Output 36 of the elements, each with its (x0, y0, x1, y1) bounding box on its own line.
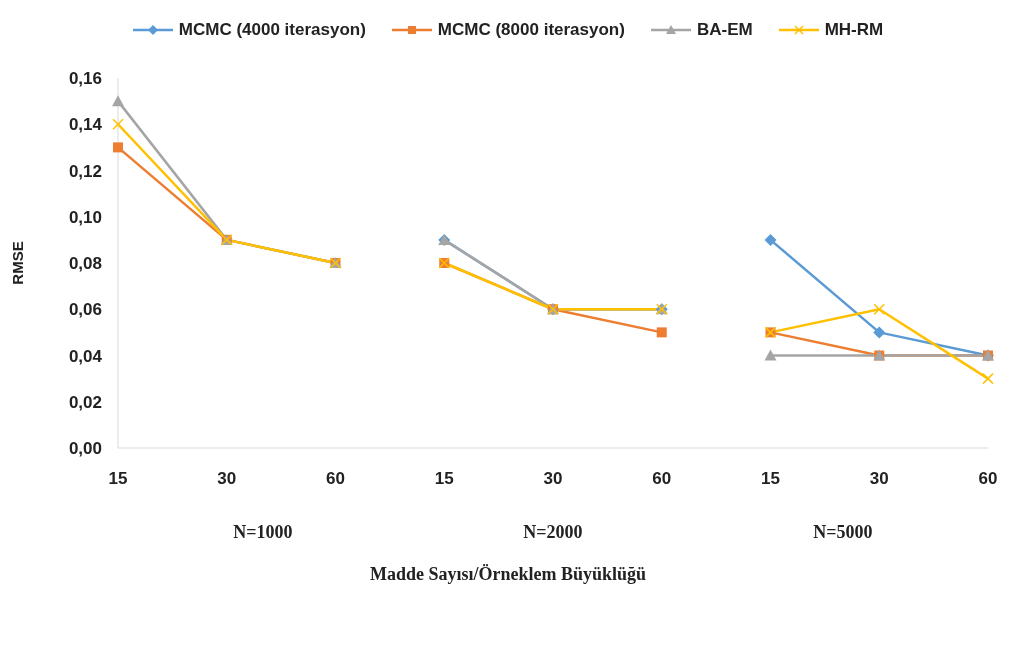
y-tick-label: 0,06 (68, 300, 102, 320)
y-tick-label: 0,08 (68, 254, 102, 274)
point (113, 142, 123, 153)
y-tick-label: 0,10 (68, 207, 102, 227)
legend-label: BA-EM (696, 20, 753, 40)
y-axis-title: RMSE (9, 241, 27, 285)
point (112, 95, 124, 107)
x-tick-label: 15 (434, 469, 454, 489)
y-tick-label: 0,00 (68, 439, 102, 459)
legend-label: MCMC (4000 iterasyon) (178, 20, 366, 40)
legend-label: MH-RM (824, 20, 884, 40)
x-tick-label: 30 (543, 469, 563, 489)
x-tick-label: 60 (978, 469, 998, 489)
y-tick-label: 0,04 (68, 346, 103, 366)
point (764, 349, 777, 361)
point (982, 372, 994, 385)
x-tick-label: 30 (217, 469, 237, 489)
legend-label: MCMC (8000 iterasyon) (437, 20, 625, 40)
y-tick-label: 0,12 (68, 161, 102, 181)
y-tick-label: 0,16 (68, 69, 102, 89)
y-tick-label: 0,14 (68, 115, 103, 135)
text: N=5000 (812, 522, 874, 543)
point (112, 118, 124, 130)
x-tick-label: 15 (108, 469, 128, 489)
y-tick-label: 0,02 (68, 392, 102, 412)
point (873, 303, 885, 315)
x-tick-label: 60 (652, 469, 672, 489)
point (764, 233, 777, 246)
text: N=2000 (522, 522, 584, 543)
x-tick-label: 30 (869, 469, 889, 489)
text: N=1000 (232, 522, 294, 543)
point (873, 326, 886, 339)
point (656, 327, 667, 338)
x-tick-label: 15 (761, 469, 780, 489)
x-tick-label: 60 (326, 469, 345, 489)
x-axis-title: Madde Sayısı/Örneklem Büyüklüğü (368, 564, 648, 585)
